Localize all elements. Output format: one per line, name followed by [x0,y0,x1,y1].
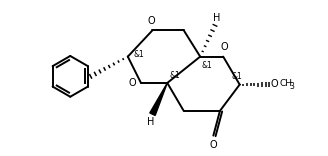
Text: &1: &1 [170,71,181,80]
Text: O: O [147,16,155,26]
Text: &1: &1 [201,61,212,70]
Text: H: H [213,13,220,23]
Text: &1: &1 [133,51,144,59]
Text: CH: CH [279,79,292,88]
Text: O: O [210,140,217,150]
Text: O: O [129,78,136,88]
Text: O: O [221,42,228,52]
Polygon shape [150,83,167,115]
Text: H: H [147,117,154,127]
Text: &1: &1 [232,72,242,81]
Text: 3: 3 [289,82,294,91]
Text: O: O [270,79,278,89]
